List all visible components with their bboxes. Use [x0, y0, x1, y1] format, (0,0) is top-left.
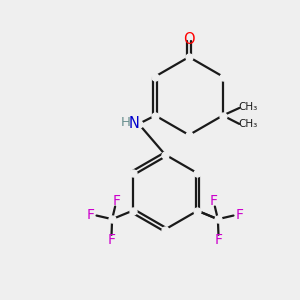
Text: H: H — [121, 116, 130, 130]
Text: CH₃: CH₃ — [238, 102, 257, 112]
Text: F: F — [112, 194, 121, 208]
Text: F: F — [86, 208, 94, 222]
Text: CH₃: CH₃ — [238, 119, 257, 130]
Text: F: F — [215, 233, 223, 247]
Text: F: F — [107, 233, 115, 247]
Text: F: F — [236, 208, 244, 222]
Text: F: F — [209, 194, 217, 208]
Text: O: O — [183, 32, 195, 46]
Text: N: N — [129, 116, 140, 131]
